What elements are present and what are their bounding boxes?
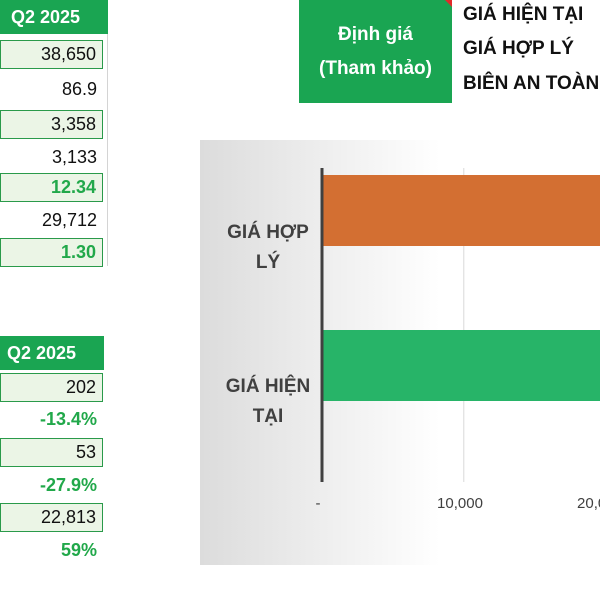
x-tick-label: 20,000 [577, 495, 600, 512]
category-label-line: GIÁ HỢP [227, 222, 309, 243]
comment-indicator-icon [445, 0, 452, 7]
table2-row[interactable]: 202 [0, 373, 103, 402]
table2-cell-value: 53 [75, 442, 96, 462]
table1-cell-value: 29,712 [41, 210, 97, 230]
bar [322, 330, 600, 401]
table1-cell-value: 1.30 [60, 242, 96, 262]
table2-header-label: Q2 2025 [6, 342, 76, 363]
x-tick-label: - [315, 495, 321, 512]
table2-cell-value: 202 [65, 377, 96, 397]
table1-row[interactable]: 38,650 [0, 40, 103, 69]
table2-cell-value: 59% [60, 540, 97, 560]
table2-cell-value: -27.9% [39, 475, 97, 495]
category-label-line: TẠI [252, 406, 284, 427]
chart-plot-area [320, 168, 600, 482]
fair-price-label: GIÁ HỢP LÝ [463, 38, 574, 59]
table1-header: Q2 2025 [0, 0, 108, 34]
table2-row[interactable]: 22,813 [0, 503, 103, 532]
category-label-line: LÝ [255, 252, 281, 273]
table2-row[interactable]: -13.4% [0, 405, 103, 434]
table1-cell-value: 86.9 [61, 79, 97, 99]
table2-cell-value: -13.4% [39, 409, 97, 429]
table1-cell-value: 12.34 [50, 177, 96, 197]
table2-row[interactable]: -27.9% [0, 471, 103, 500]
table1-row[interactable]: 3,133 [0, 143, 103, 172]
table1-header-label: Q2 2025 [10, 6, 80, 27]
table1-row[interactable]: 12.34 [0, 173, 103, 202]
category-label-fair-price: GIÁ HỢP LÝ [208, 218, 328, 278]
x-tick-label: 10,000 [437, 495, 483, 512]
valuation-box-title: Định giá [338, 23, 413, 45]
valuation-box[interactable]: Định giá (Tham khảo) [299, 0, 452, 103]
table1-row[interactable]: 1.30 [0, 238, 103, 267]
table1-cell-value: 3,133 [51, 147, 97, 167]
category-label-line: GIÁ HIỆN [225, 376, 311, 397]
safety-margin-label: BIÊN AN TOÀN [463, 73, 600, 94]
valuation-chart[interactable]: GIÁ HỢP LÝ GIÁ HIỆN TẠI - 10,000 20,000 [200, 140, 600, 565]
table1-cell-value: 3,358 [50, 114, 96, 134]
table2-row[interactable]: 59% [0, 536, 103, 565]
table1-row[interactable]: 86.9 [0, 75, 103, 104]
category-label-current-price: GIÁ HIỆN TẠI [208, 372, 328, 432]
table1-row[interactable]: 3,358 [0, 110, 103, 139]
valuation-box-subtitle: (Tham khảo) [319, 57, 432, 79]
bar [322, 175, 600, 246]
current-price-label: GIÁ HIỆN TẠI [463, 4, 584, 25]
table1-cell-value: 38,650 [40, 44, 96, 64]
table2-cell-value: 22,813 [40, 507, 96, 527]
table1-row[interactable]: 29,712 [0, 206, 103, 235]
table2-row[interactable]: 53 [0, 438, 103, 467]
table1-right-border [107, 34, 108, 266]
table2-header: Q2 2025 [0, 336, 104, 370]
